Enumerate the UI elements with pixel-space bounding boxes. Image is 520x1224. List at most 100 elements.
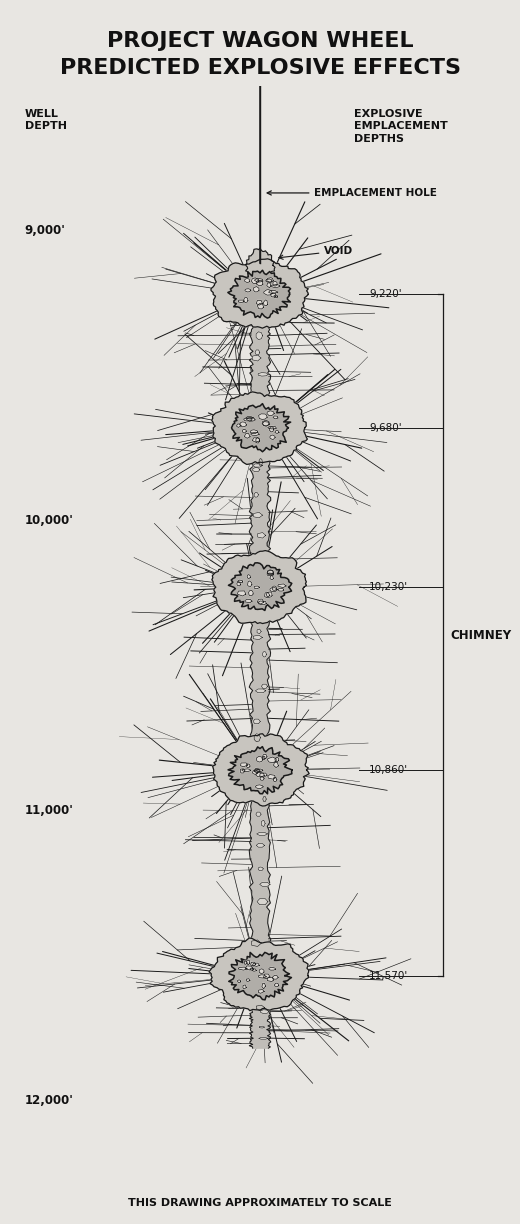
Polygon shape	[254, 769, 259, 774]
Polygon shape	[238, 967, 247, 971]
Polygon shape	[264, 290, 272, 295]
Polygon shape	[252, 355, 261, 361]
Polygon shape	[255, 278, 263, 282]
Polygon shape	[238, 980, 241, 983]
Polygon shape	[263, 421, 269, 426]
Polygon shape	[256, 437, 259, 443]
Polygon shape	[245, 600, 252, 602]
Polygon shape	[237, 591, 246, 596]
Polygon shape	[253, 718, 261, 723]
Polygon shape	[228, 271, 291, 318]
Polygon shape	[255, 350, 260, 355]
Text: 10,860': 10,860'	[369, 765, 408, 775]
Polygon shape	[267, 573, 274, 575]
Polygon shape	[270, 575, 274, 580]
Polygon shape	[213, 733, 309, 807]
Polygon shape	[242, 769, 251, 771]
Polygon shape	[252, 770, 257, 775]
Polygon shape	[247, 574, 250, 579]
Polygon shape	[256, 1005, 265, 1010]
Polygon shape	[273, 282, 277, 286]
Polygon shape	[246, 764, 250, 767]
Text: 10,000': 10,000'	[25, 514, 74, 528]
Polygon shape	[258, 867, 263, 870]
Polygon shape	[256, 772, 264, 777]
Polygon shape	[258, 989, 264, 994]
Polygon shape	[258, 974, 266, 978]
Polygon shape	[249, 612, 270, 745]
Polygon shape	[257, 629, 261, 634]
Polygon shape	[258, 1038, 268, 1039]
Polygon shape	[257, 532, 266, 539]
Polygon shape	[271, 284, 280, 288]
Polygon shape	[245, 966, 253, 969]
Text: 11,000': 11,000'	[25, 804, 74, 816]
Polygon shape	[248, 581, 252, 586]
Polygon shape	[259, 774, 267, 777]
Polygon shape	[246, 960, 250, 965]
Polygon shape	[242, 430, 246, 433]
Polygon shape	[253, 286, 259, 291]
Text: EXPLOSIVE
EMPLACEMENT
DEPTHS: EXPLOSIVE EMPLACEMENT DEPTHS	[354, 109, 448, 143]
Polygon shape	[238, 300, 244, 302]
Polygon shape	[270, 435, 275, 439]
Polygon shape	[244, 297, 248, 302]
Polygon shape	[254, 492, 258, 497]
Polygon shape	[228, 563, 292, 611]
Polygon shape	[244, 279, 250, 283]
Polygon shape	[252, 963, 259, 967]
Polygon shape	[240, 422, 246, 427]
Polygon shape	[252, 969, 256, 972]
Text: EMPLACEMENT HOLE: EMPLACEMENT HOLE	[267, 188, 437, 198]
Polygon shape	[272, 976, 278, 979]
Text: CHIMNEY: CHIMNEY	[451, 629, 512, 641]
Text: THIS DRAWING APPROXIMATELY TO SCALE: THIS DRAWING APPROXIMATELY TO SCALE	[128, 1198, 392, 1208]
Polygon shape	[261, 1010, 269, 1013]
Polygon shape	[266, 592, 272, 597]
Polygon shape	[246, 979, 250, 982]
Polygon shape	[267, 756, 276, 763]
Text: 9,220': 9,220'	[369, 289, 401, 300]
Polygon shape	[256, 332, 263, 339]
Polygon shape	[260, 777, 264, 781]
Polygon shape	[268, 426, 276, 428]
Polygon shape	[257, 898, 268, 905]
Polygon shape	[256, 300, 263, 305]
Polygon shape	[252, 438, 260, 442]
Polygon shape	[267, 283, 271, 288]
Text: VOID: VOID	[279, 246, 354, 259]
Polygon shape	[244, 961, 247, 965]
Polygon shape	[253, 635, 263, 640]
Polygon shape	[263, 754, 267, 759]
Polygon shape	[273, 416, 278, 419]
Polygon shape	[267, 278, 273, 283]
Polygon shape	[244, 433, 250, 438]
Polygon shape	[259, 883, 270, 886]
Polygon shape	[274, 295, 278, 297]
Polygon shape	[257, 832, 267, 835]
Text: 9,680': 9,680'	[369, 422, 401, 433]
Polygon shape	[278, 584, 286, 588]
Polygon shape	[274, 763, 279, 767]
Polygon shape	[245, 248, 275, 282]
Polygon shape	[246, 417, 255, 421]
Polygon shape	[256, 812, 261, 816]
Polygon shape	[251, 962, 256, 966]
Polygon shape	[263, 651, 266, 657]
Polygon shape	[249, 452, 271, 563]
Polygon shape	[267, 411, 274, 416]
Polygon shape	[263, 797, 266, 802]
Polygon shape	[273, 777, 277, 782]
Polygon shape	[209, 938, 309, 1011]
Polygon shape	[257, 599, 264, 605]
Polygon shape	[266, 279, 272, 282]
Text: WELL
DEPTH: WELL DEPTH	[25, 109, 67, 131]
Polygon shape	[240, 763, 248, 766]
Polygon shape	[250, 430, 258, 433]
Text: 10,230': 10,230'	[369, 583, 408, 592]
Polygon shape	[211, 258, 308, 328]
Polygon shape	[231, 404, 291, 452]
Polygon shape	[256, 769, 263, 771]
Polygon shape	[269, 427, 274, 432]
Polygon shape	[265, 592, 270, 597]
